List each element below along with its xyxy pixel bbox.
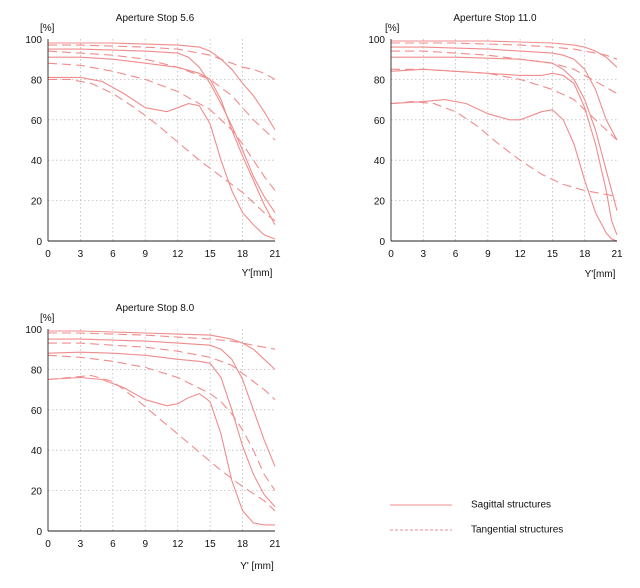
- y-tick-label: 100: [25, 35, 42, 46]
- y-tick-label: 80: [374, 75, 386, 86]
- tangential-curve-7: [48, 78, 276, 222]
- sagittal-curve-4: [48, 56, 276, 226]
- sagittal-curve-4: [47, 351, 276, 508]
- x-tick-label: 0: [45, 249, 51, 260]
- x-tick-label: 18: [579, 249, 591, 260]
- tangential-curve-3: [48, 342, 276, 401]
- y-tick-label: 0: [36, 237, 42, 248]
- x-tick-label: 12: [172, 249, 184, 260]
- y-tick-label: 40: [31, 446, 43, 457]
- plot-area: 0 3 6 9 12 15 18 21 0 20 40 60 80 100: [25, 325, 281, 550]
- x-tick-label: 9: [485, 249, 491, 260]
- tangential-curve-1: [48, 332, 276, 350]
- y-tick-label: 60: [31, 116, 43, 127]
- chart-title: Aperture Stop 11.0: [453, 13, 537, 24]
- x-tick-label: 12: [515, 249, 527, 260]
- x-tick-label: 3: [78, 249, 84, 260]
- x-tick-label: 3: [421, 249, 427, 260]
- chart-aperture-8-0: Aperture Stop 8.0 [%] Y' [mm] 0 3 6 9 12 15 18…: [25, 303, 281, 572]
- chart-aperture-11-0: Aperture Stop 11.0 [%] Y'[mm] 0 3 6 9 12 15 18…: [368, 13, 623, 280]
- x-tick-label: 18: [237, 539, 249, 550]
- tangential-curve-1: [48, 44, 276, 80]
- y-tick-label: 40: [31, 156, 43, 167]
- y-tick-label: 60: [31, 406, 43, 417]
- x-tick-label: 15: [205, 539, 217, 550]
- x-axis-label: Y'[mm]: [585, 269, 616, 280]
- x-tick-label: 21: [269, 249, 281, 260]
- sagittal-curve-0: [391, 40, 618, 68]
- chart-title: Aperture Stop 8.0: [116, 303, 195, 314]
- sagittal-curve-2: [48, 48, 276, 214]
- sagittal-curve-0: [48, 42, 276, 131]
- x-tick-label: 21: [611, 249, 623, 260]
- x-tick-label: 15: [205, 249, 217, 260]
- y-tick-label: 60: [374, 116, 386, 127]
- tangential-curve-3: [47, 50, 276, 141]
- sagittal-curve-2: [391, 46, 618, 141]
- legend: Sagittal structures Tangential structure…: [390, 500, 563, 536]
- plot-area: 0 3 6 9 12 15 18 21 0 20 40 60 80 100: [368, 35, 623, 260]
- x-tick-label: 6: [110, 539, 116, 550]
- tangential-curve-8: [390, 101, 618, 198]
- sagittal-curve-2: [48, 338, 276, 467]
- x-tick-label: 6: [453, 249, 459, 260]
- y-tick-label: 0: [36, 527, 42, 538]
- y-tick-label: 100: [368, 35, 385, 46]
- chart-aperture-5-6: Aperture Stop 5.6 [%] Y'[mm] 0 3 6 9 12 15 18 2…: [25, 13, 281, 279]
- sagittal-curve-6: [390, 68, 618, 236]
- sagittal-curve-4: [391, 56, 618, 211]
- y-axis-label: [%]: [40, 313, 55, 324]
- tangential-curve-1: [391, 42, 618, 60]
- x-tick-label: 15: [547, 249, 559, 260]
- sagittal-curve-0: [48, 330, 276, 370]
- tangential-curve-5: [47, 354, 276, 491]
- x-tick-label: 3: [78, 539, 84, 550]
- y-tick-label: 80: [31, 365, 43, 376]
- chart-title: Aperture Stop 5.6: [116, 13, 195, 24]
- sagittal-curve-6: [47, 376, 275, 526]
- y-axis-label: [%]: [385, 23, 400, 34]
- x-tick-label: 0: [388, 249, 394, 260]
- x-axis-label: Y'[mm]: [242, 268, 273, 279]
- y-tick-label: 20: [374, 197, 386, 208]
- y-axis-label: [%]: [40, 23, 55, 34]
- x-tick-label: 21: [269, 539, 281, 550]
- x-tick-label: 9: [143, 539, 149, 550]
- legend-sagittal-label: Sagittal structures: [471, 500, 551, 511]
- y-tick-label: 20: [31, 197, 43, 208]
- sagittal-curve-6: [48, 76, 276, 240]
- x-tick-label: 18: [237, 249, 249, 260]
- x-axis-label: Y' [mm]: [240, 561, 274, 572]
- y-tick-label: 0: [379, 237, 385, 248]
- y-tick-label: 20: [31, 487, 43, 498]
- x-tick-label: 6: [110, 249, 116, 260]
- sagittal-curve-7: [390, 99, 618, 242]
- y-tick-label: 80: [31, 75, 43, 86]
- y-tick-label: 40: [374, 156, 386, 167]
- legend-tangential-label: Tangential structures: [471, 525, 563, 536]
- y-tick-label: 100: [25, 325, 42, 336]
- x-tick-label: 0: [45, 539, 51, 550]
- tangential-curve-5: [47, 62, 276, 191]
- x-tick-label: 12: [172, 539, 184, 550]
- plot-area: 0 3 6 9 12 15 18 21 0 20 40 60 80 100: [25, 35, 281, 260]
- x-tick-label: 9: [143, 249, 149, 260]
